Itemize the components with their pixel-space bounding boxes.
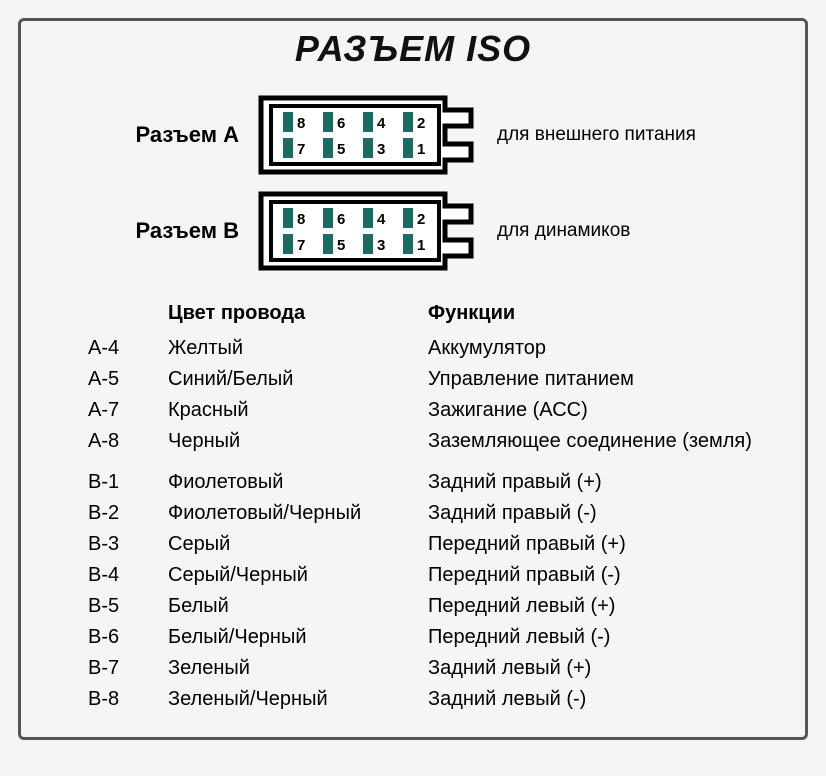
pinout-table: Цвет провода Функции A-4ЖелтыйАккумулято… (30, 302, 796, 715)
svg-text:8: 8 (297, 115, 305, 132)
cell-pin: B-5 (88, 591, 168, 622)
cell-func: Передний левый (+) (428, 591, 776, 622)
cell-func: Заземляющее соединение (земля) (428, 426, 776, 457)
header-color: Цвет провода (168, 302, 428, 325)
svg-text:5: 5 (337, 237, 345, 254)
svg-text:5: 5 (337, 141, 345, 158)
cell-color: Белый (168, 591, 428, 622)
table-row: A-8ЧерныйЗаземляющее соединение (земля) (88, 426, 776, 457)
cell-pin: A-7 (88, 395, 168, 426)
cell-color: Белый/Черный (168, 622, 428, 653)
connector-icon: 8 6 4 2 7 5 3 1 (253, 90, 483, 180)
cell-func: Задний правый (+) (428, 467, 776, 498)
table-row: B-7ЗеленыйЗадний левый (+) (88, 653, 776, 684)
svg-text:3: 3 (377, 237, 385, 254)
svg-text:6: 6 (337, 211, 345, 228)
cell-pin: B-7 (88, 653, 168, 684)
cell-color: Зеленый (168, 653, 428, 684)
svg-text:2: 2 (417, 115, 425, 132)
cell-color: Желтый (168, 333, 428, 364)
connector-row: Разъем А 8 6 4 2 7 5 3 1 для внешнего питания (30, 90, 796, 180)
table-row: B-4Серый/ЧерныйПередний правый (-) (88, 560, 776, 591)
cell-color: Синий/Белый (168, 364, 428, 395)
cell-color: Фиолетовый/Черный (168, 498, 428, 529)
cell-func: Передний правый (+) (428, 529, 776, 560)
cell-pin: B-3 (88, 529, 168, 560)
cell-func: Передний левый (-) (428, 622, 776, 653)
header-func: Функции (428, 302, 776, 325)
cell-func: Аккумулятор (428, 333, 776, 364)
connector-desc: для внешнего питания (497, 124, 757, 146)
connector-icon: 8 6 4 2 7 5 3 1 (253, 186, 483, 276)
table-header: Цвет провода Функции (88, 302, 776, 325)
cell-func: Задний левый (-) (428, 684, 776, 715)
table-row: A-4ЖелтыйАккумулятор (88, 333, 776, 364)
svg-text:4: 4 (377, 211, 386, 228)
cell-pin: B-4 (88, 560, 168, 591)
cell-color: Серый (168, 529, 428, 560)
cell-pin: B-6 (88, 622, 168, 653)
cell-func: Зажигание (АСС) (428, 395, 776, 426)
connector-label: Разъем А (69, 122, 239, 148)
table-row: A-7КрасныйЗажигание (АСС) (88, 395, 776, 426)
cell-pin: B-8 (88, 684, 168, 715)
table-row: B-3СерыйПередний правый (+) (88, 529, 776, 560)
cell-func: Задний левый (+) (428, 653, 776, 684)
connectors-area: Разъем А86427531для внешнего питанияРазъ… (30, 90, 796, 276)
svg-text:1: 1 (417, 141, 425, 158)
table-row: A-5Синий/БелыйУправление питанием (88, 364, 776, 395)
cell-color: Красный (168, 395, 428, 426)
cell-color: Черный (168, 426, 428, 457)
table-row: B-5БелыйПередний левый (+) (88, 591, 776, 622)
page-title: РАЗЪЕМ ISO (30, 28, 796, 70)
table-row: B-1ФиолетовыйЗадний правый (+) (88, 467, 776, 498)
connector-label: Разъем В (69, 218, 239, 244)
cell-color: Серый/Черный (168, 560, 428, 591)
svg-text:2: 2 (417, 211, 425, 228)
cell-pin: A-4 (88, 333, 168, 364)
table-row: B-2Фиолетовый/ЧерныйЗадний правый (-) (88, 498, 776, 529)
cell-pin: B-2 (88, 498, 168, 529)
group-gap (88, 457, 776, 467)
cell-color: Фиолетовый (168, 467, 428, 498)
cell-func: Задний правый (-) (428, 498, 776, 529)
connector-row: Разъем В 8 6 4 2 7 5 3 1 для динамиков (30, 186, 796, 276)
connector-desc: для динамиков (497, 220, 757, 242)
svg-text:4: 4 (377, 115, 386, 132)
cell-pin: A-8 (88, 426, 168, 457)
table-row: B-8Зеленый/ЧерныйЗадний левый (-) (88, 684, 776, 715)
svg-text:3: 3 (377, 141, 385, 158)
svg-text:6: 6 (337, 115, 345, 132)
page: РАЗЪЕМ ISO Разъем А 8 6 4 2 7 5 3 1 для внешнего … (0, 0, 826, 776)
cell-color: Зеленый/Черный (168, 684, 428, 715)
svg-text:1: 1 (417, 237, 425, 254)
cell-func: Управление питанием (428, 364, 776, 395)
svg-text:8: 8 (297, 211, 305, 228)
cell-pin: B-1 (88, 467, 168, 498)
cell-pin: A-5 (88, 364, 168, 395)
table-body: A-4ЖелтыйАккумуляторA-5Синий/БелыйУправл… (88, 333, 776, 715)
cell-func: Передний правый (-) (428, 560, 776, 591)
table-row: B-6Белый/ЧерныйПередний левый (-) (88, 622, 776, 653)
svg-text:7: 7 (297, 141, 305, 158)
svg-text:7: 7 (297, 237, 305, 254)
